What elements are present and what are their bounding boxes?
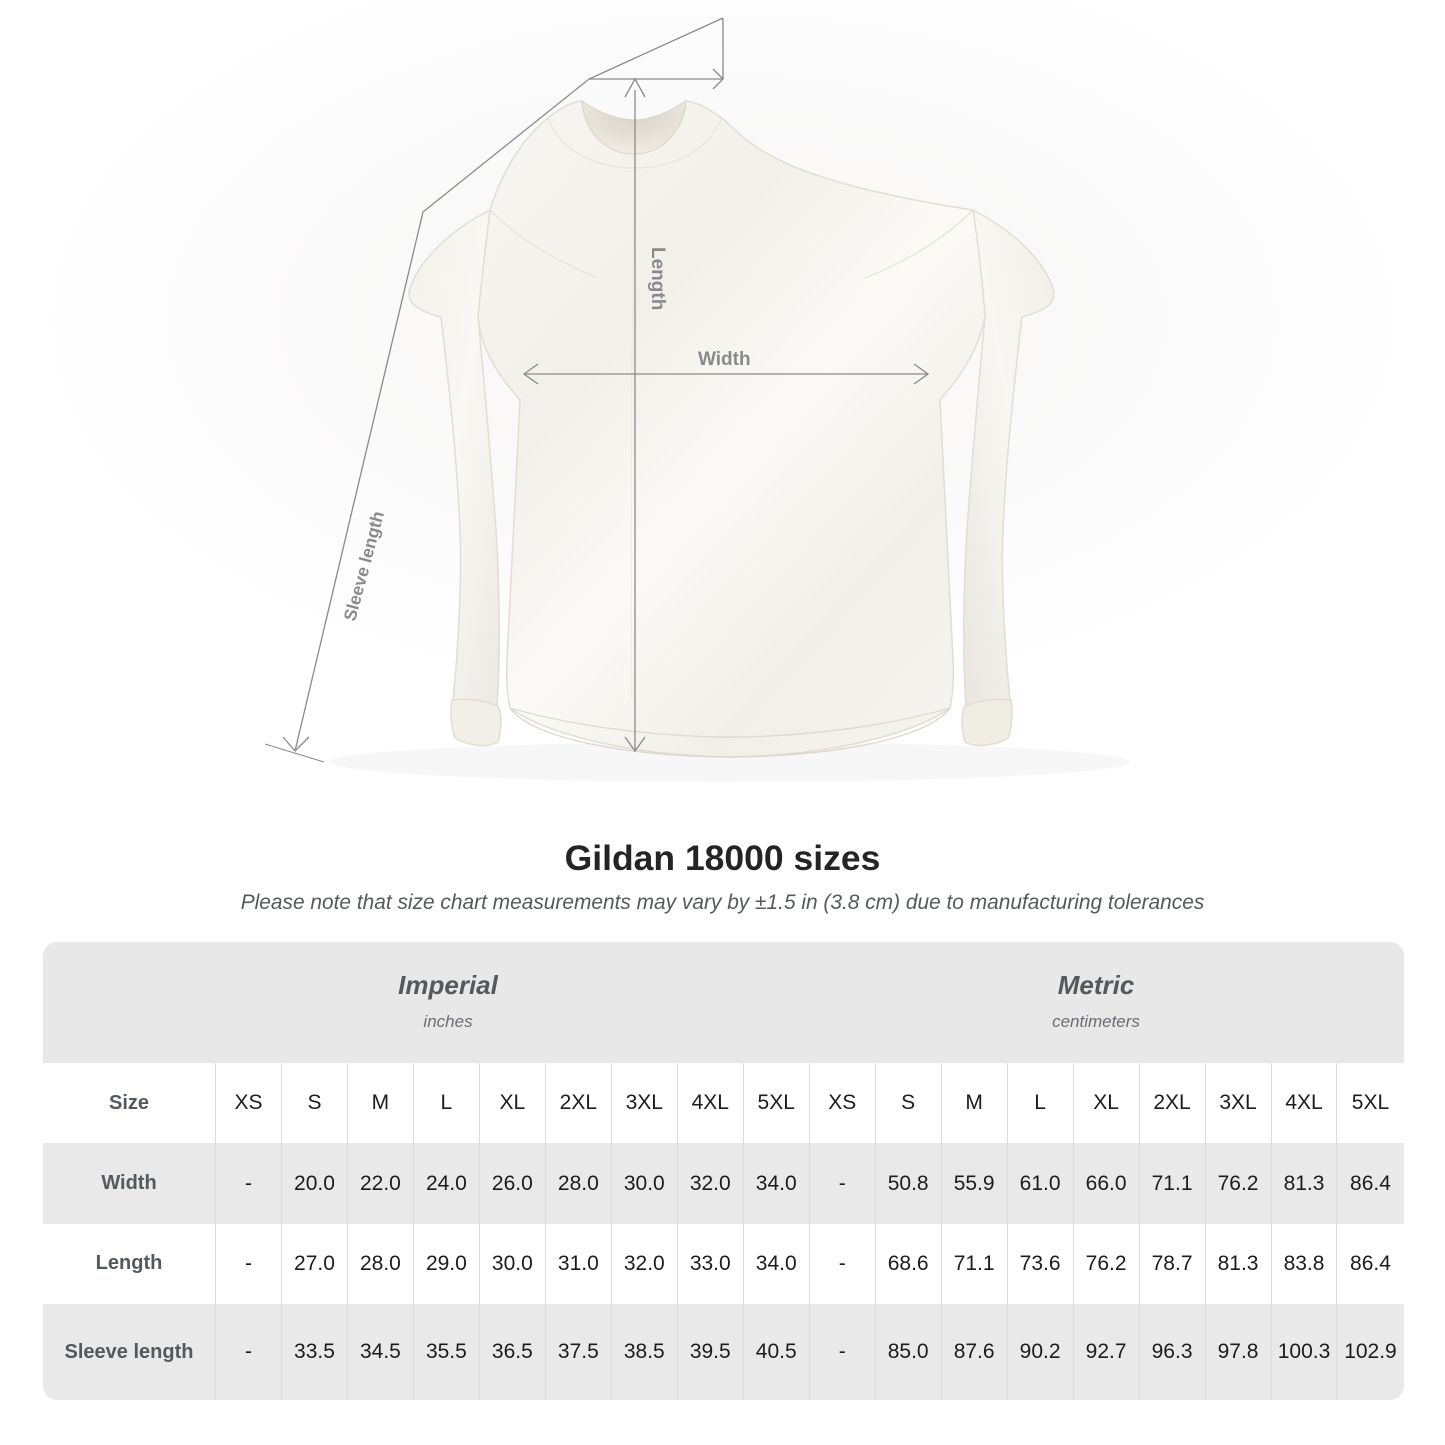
svg-text:Length: Length xyxy=(647,247,668,310)
svg-text:Width: Width xyxy=(698,349,751,370)
svg-text:Sleeve length: Sleeve length xyxy=(340,509,389,623)
